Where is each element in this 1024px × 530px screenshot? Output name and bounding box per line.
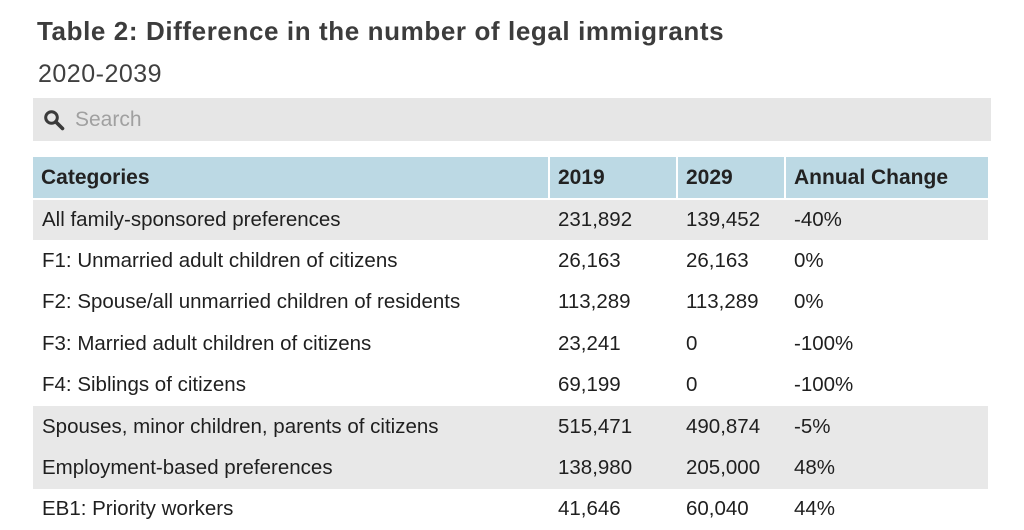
category-cell: Spouses, minor children, parents of citi… [33,405,549,448]
table-row: EB1: Priority workers 41,646 60,040 44% [33,489,988,530]
value-2019-cell: 41,646 [558,497,621,521]
table-row: F3: Married adult children of citizens 23… [33,323,988,364]
table-header-row: Categories 2019 2029 Annual Change [33,157,988,200]
annual-change-cell: 0% [794,290,824,314]
category-cell: Employment-based preferences [33,447,549,489]
table-row: Employment-based preferences 138,980 205,0… [33,447,988,489]
value-2019-cell: 515,471 [549,405,677,448]
annual-change-cell: -100% [794,331,854,355]
value-2029-cell: 0 [686,373,698,397]
category-cell: F2: Spouse/all unmarried children of res… [42,290,461,314]
value-2029-cell: 0 [686,331,698,355]
column-header-annual-change[interactable]: Annual Change [785,157,988,200]
value-2019-cell: 113,289 [558,290,631,314]
table-row: Spouses, minor children, parents of citi… [33,405,988,448]
search-icon [44,110,65,131]
table-subtitle: 2020-2039 [38,60,163,88]
table-row: F1: Unmarried adult children of citizens… [33,240,988,281]
category-cell: F4: Siblings of citizens [42,373,246,397]
value-2029-cell: 26,163 [686,249,749,273]
column-header-2019[interactable]: 2019 [549,157,678,200]
table-title: Table 2: Difference in the number of leg… [37,16,725,46]
search-input[interactable] [75,98,975,141]
data-table: Categories 2019 2029 Annual Change All f… [33,157,988,530]
value-2029-cell: 490,874 [677,405,785,448]
column-header-2029[interactable]: 2029 [677,157,786,200]
category-cell: F1: Unmarried adult children of citizens [42,249,398,273]
value-2029-cell: 60,040 [686,497,749,521]
annual-change-cell: 0% [794,249,824,273]
category-cell: All family-sponsored preferences [33,199,549,241]
search-bar [33,98,991,141]
value-2019-cell: 23,241 [558,331,621,355]
annual-change-cell: 44% [794,497,836,521]
table-row: F2: Spouse/all unmarried children of res… [33,282,988,323]
value-2019-cell: 138,980 [549,447,677,489]
value-2019-cell: 26,163 [558,249,621,273]
value-2029-cell: 139,452 [677,199,785,241]
column-header-categories[interactable]: Categories [33,157,550,200]
value-2029-cell: 205,000 [677,447,785,489]
annual-change-cell: -5% [785,405,988,448]
annual-change-cell: -40% [785,199,988,241]
value-2019-cell: 69,199 [558,373,621,397]
category-cell: F3: Married adult children of citizens [42,331,372,355]
annual-change-cell: 48% [785,447,988,489]
annual-change-cell: -100% [794,373,854,397]
category-cell: EB1: Priority workers [42,497,234,521]
table-row: F4: Siblings of citizens 69,199 0 -100% [33,365,988,406]
value-2029-cell: 113,289 [686,290,759,314]
table-row: All family-sponsored preferences 231,892 1… [33,199,988,241]
value-2019-cell: 231,892 [549,199,677,241]
